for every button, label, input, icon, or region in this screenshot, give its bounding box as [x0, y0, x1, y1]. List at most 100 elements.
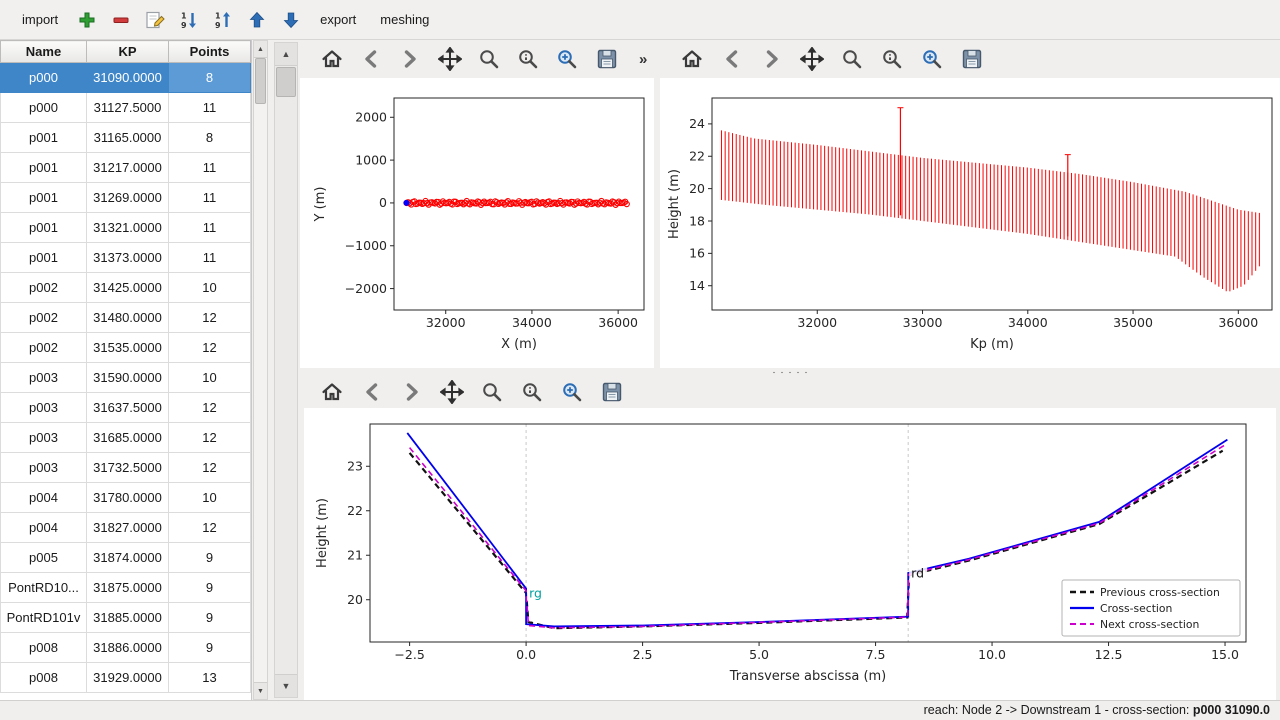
table-row[interactable]: PontRD10... 31875.0000 9	[0, 572, 251, 603]
forward-button[interactable]	[395, 44, 426, 74]
cell-name[interactable]: p002	[0, 272, 87, 303]
cell-kp[interactable]: 31425.0000	[86, 272, 169, 303]
table-row[interactable]: p000 31127.5000 11	[0, 92, 251, 123]
panel-scrollbar[interactable]: ▲ ▼	[274, 42, 298, 698]
cell-kp[interactable]: 31090.0000	[86, 62, 169, 93]
table-row[interactable]: p005 31874.0000 9	[0, 542, 251, 573]
cell-points[interactable]: 9	[168, 572, 251, 603]
move-down-button[interactable]	[274, 5, 308, 35]
table-scroll-up-button[interactable]: ▲	[254, 41, 267, 58]
cell-name[interactable]: p003	[0, 422, 87, 453]
table-row[interactable]: p002 31425.0000 10	[0, 272, 251, 303]
home-button[interactable]	[676, 44, 708, 74]
table-row[interactable]: p001 31373.0000 11	[0, 242, 251, 273]
subplots-button[interactable]	[876, 44, 908, 74]
cell-points[interactable]: 12	[168, 302, 251, 333]
cell-points[interactable]: 10	[168, 362, 251, 393]
col-header-name[interactable]: Name	[0, 40, 87, 63]
cell-points[interactable]: 9	[168, 602, 251, 633]
cell-points[interactable]: 10	[168, 272, 251, 303]
cell-points[interactable]: 13	[168, 662, 251, 693]
subplots-button[interactable]	[512, 44, 543, 74]
cell-name[interactable]: p002	[0, 332, 87, 363]
table-row[interactable]: p002 31480.0000 12	[0, 302, 251, 333]
table-row[interactable]: p003 31637.5000 12	[0, 392, 251, 423]
remove-section-button[interactable]	[104, 5, 138, 35]
cell-name[interactable]: p003	[0, 362, 87, 393]
cell-kp[interactable]: 31217.0000	[86, 152, 169, 183]
save-button[interactable]	[596, 377, 628, 407]
table-row[interactable]: p002 31535.0000 12	[0, 332, 251, 363]
subplots-button[interactable]	[516, 377, 548, 407]
cell-name[interactable]: PontRD101v	[0, 602, 87, 633]
table-row[interactable]: p008 31886.0000 9	[0, 632, 251, 663]
table-scrollbar-thumb[interactable]	[255, 58, 266, 104]
zoom-button[interactable]	[476, 377, 508, 407]
panel-scrollbar-thumb[interactable]	[276, 67, 296, 97]
cell-points[interactable]: 11	[168, 92, 251, 123]
zoom-button[interactable]	[473, 44, 504, 74]
cell-points[interactable]: 11	[168, 242, 251, 273]
table-row[interactable]: p003 31590.0000 10	[0, 362, 251, 393]
cell-points[interactable]: 8	[168, 122, 251, 153]
customize-button[interactable]	[552, 44, 583, 74]
pan-button[interactable]	[796, 44, 828, 74]
table-row[interactable]: p003 31685.0000 12	[0, 422, 251, 453]
table-scrollbar[interactable]: ▲ ▼	[253, 40, 268, 700]
back-button[interactable]	[716, 44, 748, 74]
table-row[interactable]: p000 31090.0000 8	[0, 62, 251, 93]
cross-section-canvas[interactable]: −2.5 0.0 2.5 5.0 7.5 10.0 12.5 15.0 20 21 22 23 Tran…	[304, 408, 1276, 700]
cell-points[interactable]: 12	[168, 332, 251, 363]
cell-kp[interactable]: 31165.0000	[86, 122, 169, 153]
export-button[interactable]: export	[308, 5, 368, 35]
cell-name[interactable]: p008	[0, 662, 87, 693]
table-row[interactable]: p003 31732.5000 12	[0, 452, 251, 483]
cell-points[interactable]: 11	[168, 212, 251, 243]
plan-view-canvas[interactable]: 32000 34000 36000 −2000 −1000 0 1000 2000 X (m) Y…	[300, 78, 654, 368]
cell-kp[interactable]: 31127.5000	[86, 92, 169, 123]
home-button[interactable]	[316, 44, 347, 74]
cell-points[interactable]: 9	[168, 542, 251, 573]
cell-kp[interactable]: 31886.0000	[86, 632, 169, 663]
cell-kp[interactable]: 31590.0000	[86, 362, 169, 393]
table-scroll-down-button[interactable]: ▼	[254, 682, 267, 699]
cell-points[interactable]: 8	[168, 62, 251, 93]
table-row[interactable]: p001 31165.0000 8	[0, 122, 251, 153]
customize-button[interactable]	[916, 44, 948, 74]
edit-section-button[interactable]	[138, 5, 172, 35]
cell-kp[interactable]: 31875.0000	[86, 572, 169, 603]
cell-kp[interactable]: 31535.0000	[86, 332, 169, 363]
cell-name[interactable]: PontRD10...	[0, 572, 87, 603]
cell-kp[interactable]: 31637.5000	[86, 392, 169, 423]
cell-kp[interactable]: 31732.5000	[86, 452, 169, 483]
table-row[interactable]: p004 31780.0000 10	[0, 482, 251, 513]
cell-kp[interactable]: 31885.0000	[86, 602, 169, 633]
cell-name[interactable]: p001	[0, 242, 87, 273]
home-button[interactable]	[316, 377, 348, 407]
cell-kp[interactable]: 31827.0000	[86, 512, 169, 543]
cell-points[interactable]: 10	[168, 482, 251, 513]
cell-points[interactable]: 12	[168, 512, 251, 543]
cell-kp[interactable]: 31874.0000	[86, 542, 169, 573]
cell-kp[interactable]: 31269.0000	[86, 182, 169, 213]
cell-name[interactable]: p005	[0, 542, 87, 573]
table-row[interactable]: PontRD101v 31885.0000 9	[0, 602, 251, 633]
cell-name[interactable]: p004	[0, 482, 87, 513]
cell-name[interactable]: p001	[0, 212, 87, 243]
cell-kp[interactable]: 31929.0000	[86, 662, 169, 693]
move-up-button[interactable]	[240, 5, 274, 35]
cell-points[interactable]: 12	[168, 452, 251, 483]
forward-button[interactable]	[756, 44, 788, 74]
panel-scroll-up-button[interactable]: ▲	[275, 43, 297, 66]
pan-button[interactable]	[434, 44, 465, 74]
cell-name[interactable]: p004	[0, 512, 87, 543]
cell-name[interactable]: p003	[0, 392, 87, 423]
table-row[interactable]: p001 31321.0000 11	[0, 212, 251, 243]
customize-button[interactable]	[556, 377, 588, 407]
cell-kp[interactable]: 31480.0000	[86, 302, 169, 333]
table-row[interactable]: p008 31929.0000 13	[0, 662, 251, 693]
cell-kp[interactable]: 31321.0000	[86, 212, 169, 243]
cell-points[interactable]: 12	[168, 422, 251, 453]
cell-kp[interactable]: 31373.0000	[86, 242, 169, 273]
col-header-points[interactable]: Points	[168, 40, 251, 63]
